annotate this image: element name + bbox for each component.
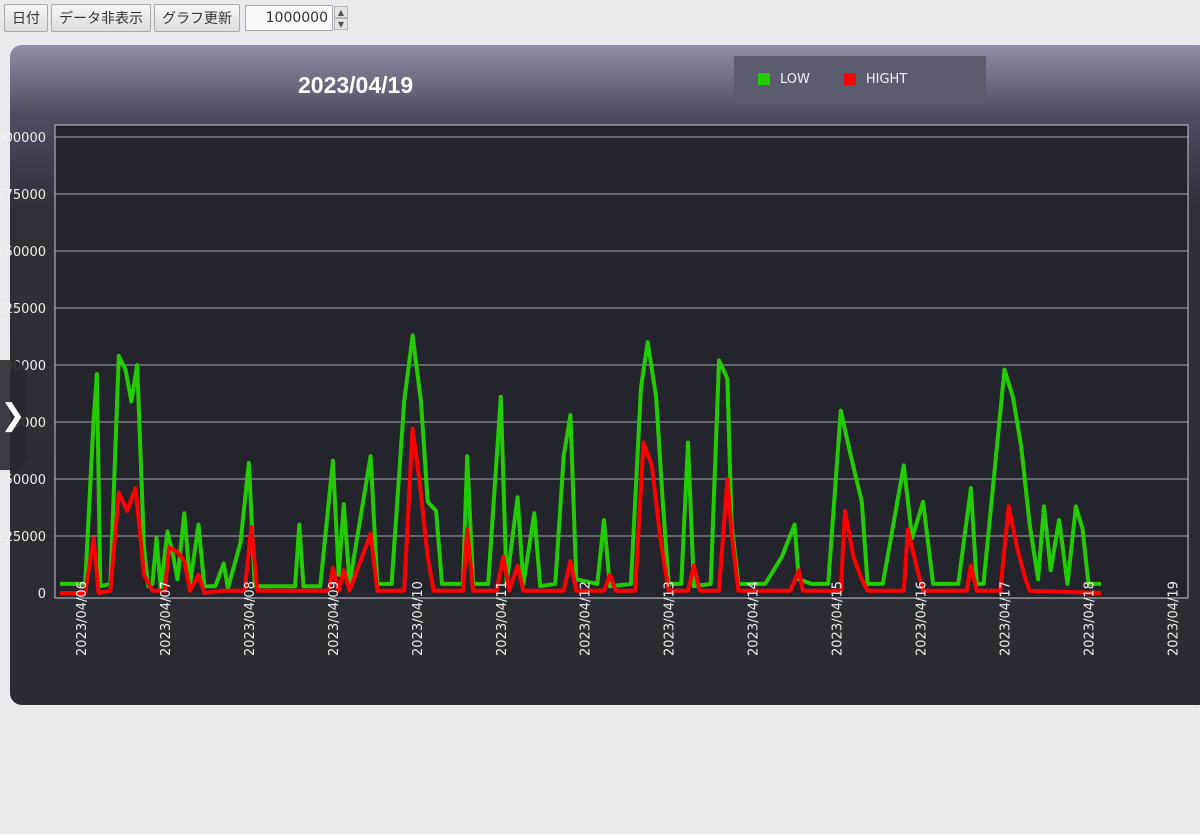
spinner: ▲ ▼ bbox=[334, 6, 348, 30]
date-button[interactable]: 日付 bbox=[4, 4, 48, 32]
chart-legend: LOW HIGHT bbox=[734, 56, 986, 102]
update-graph-button[interactable]: グラフ更新 bbox=[154, 4, 240, 32]
legend-swatch-hight bbox=[843, 73, 856, 85]
chevron-right-icon[interactable]: ❯ bbox=[0, 360, 26, 470]
legend-label-low: LOW bbox=[780, 71, 810, 87]
max-value-input[interactable]: 1000000 bbox=[245, 5, 333, 31]
legend-label-hight: HIGHT bbox=[865, 71, 908, 87]
legend-item-low[interactable]: LOW bbox=[758, 72, 810, 87]
legend-item-hight[interactable]: HIGHT bbox=[843, 71, 908, 87]
spin-down-icon[interactable]: ▼ bbox=[334, 18, 348, 30]
toolbar: 日付 データ非表示 グラフ更新 1000000 ▲ ▼ bbox=[4, 2, 348, 34]
chart-title: 2023/04/19 bbox=[298, 72, 414, 98]
spin-up-icon[interactable]: ▲ bbox=[334, 6, 348, 18]
chart-panel bbox=[10, 45, 1200, 705]
hide-data-button[interactable]: データ非表示 bbox=[51, 4, 151, 32]
max-value-stepper: 1000000 ▲ ▼ bbox=[245, 5, 348, 31]
legend-swatch-low bbox=[758, 73, 770, 85]
